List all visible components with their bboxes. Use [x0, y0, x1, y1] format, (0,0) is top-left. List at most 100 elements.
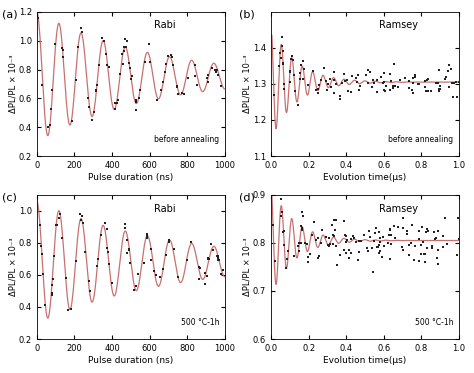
Point	[372, 225, 379, 231]
Point	[368, 84, 375, 90]
Point	[330, 69, 338, 75]
Point	[116, 72, 124, 78]
Point	[126, 65, 134, 71]
Point	[434, 228, 441, 234]
Point	[427, 88, 434, 94]
Point	[93, 263, 101, 269]
Point	[291, 72, 298, 78]
Point	[86, 288, 93, 294]
Point	[428, 243, 436, 249]
Point	[159, 79, 167, 85]
Point	[201, 270, 209, 276]
Point	[48, 282, 55, 288]
Point	[105, 261, 112, 267]
Point	[48, 87, 56, 93]
Point	[415, 258, 422, 264]
Point	[447, 66, 455, 72]
Point	[132, 107, 139, 113]
Point	[375, 242, 383, 248]
Point	[453, 79, 460, 85]
Point	[415, 81, 423, 87]
Point	[399, 247, 406, 253]
Point	[421, 84, 429, 90]
Point	[312, 237, 319, 243]
Point	[286, 68, 294, 74]
Point	[314, 255, 322, 261]
Point	[425, 76, 432, 82]
Point	[423, 226, 431, 232]
Point	[422, 88, 430, 94]
Point	[423, 77, 431, 83]
Point	[103, 245, 110, 251]
Point	[444, 68, 451, 74]
Point	[342, 250, 349, 256]
Point	[418, 223, 426, 229]
Point	[298, 240, 305, 246]
Point	[67, 306, 75, 312]
Point	[92, 87, 100, 93]
Point	[203, 273, 210, 279]
Point	[111, 100, 119, 106]
Point	[218, 271, 225, 277]
Point	[330, 217, 337, 223]
Point	[37, 243, 45, 249]
Point	[299, 59, 306, 65]
Point	[36, 222, 44, 228]
Point	[434, 247, 441, 253]
Point	[299, 225, 306, 231]
Point	[310, 220, 318, 226]
Point	[147, 246, 155, 252]
Point	[280, 228, 288, 234]
Point	[340, 71, 348, 77]
Point	[288, 56, 295, 62]
Point	[376, 248, 384, 254]
Point	[410, 90, 417, 96]
Point	[299, 213, 307, 219]
Point	[291, 253, 298, 258]
Point	[299, 76, 307, 82]
Point	[326, 76, 334, 82]
Point	[204, 75, 211, 81]
Point	[146, 59, 154, 65]
Point	[376, 235, 384, 241]
Point	[453, 94, 461, 100]
Point	[432, 235, 440, 241]
Point	[315, 253, 323, 258]
Point	[432, 236, 439, 242]
Point	[174, 274, 182, 280]
Point	[153, 97, 160, 103]
Point	[441, 215, 448, 221]
Point	[55, 215, 63, 221]
Point	[374, 77, 381, 83]
Point	[159, 266, 167, 272]
Point	[314, 85, 322, 91]
Point	[204, 256, 211, 262]
Point	[388, 232, 395, 238]
Point	[324, 242, 331, 248]
Point	[102, 51, 110, 57]
Point	[98, 35, 106, 41]
Point	[353, 239, 360, 245]
Point	[145, 41, 153, 47]
Point	[126, 246, 133, 252]
Point	[40, 271, 47, 277]
Point	[280, 81, 288, 87]
Point	[380, 70, 388, 76]
Point	[164, 53, 172, 59]
Point	[213, 67, 220, 73]
Point	[125, 247, 132, 253]
Point	[304, 82, 311, 88]
Point	[347, 89, 355, 95]
Point	[343, 76, 351, 82]
Point	[143, 231, 151, 237]
Point	[121, 225, 129, 231]
Point	[366, 69, 374, 75]
Point	[344, 237, 351, 243]
Point	[204, 255, 212, 261]
Point	[332, 81, 339, 87]
Point	[215, 72, 222, 78]
Point	[94, 256, 102, 262]
Point	[364, 248, 372, 254]
Point	[41, 302, 49, 308]
Point	[197, 265, 204, 271]
